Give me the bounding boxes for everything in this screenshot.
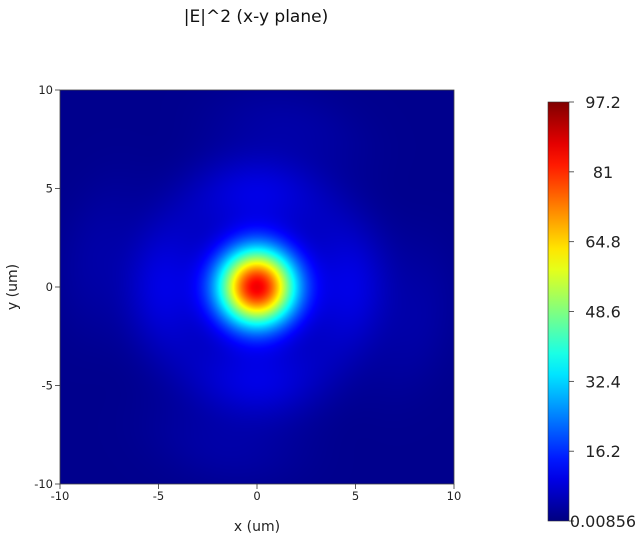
colorbar-bar [547, 101, 570, 522]
y-axis-label: y (um) [5, 264, 21, 310]
colorbar-tick-label: 0.00856 [570, 512, 636, 531]
x-tick-label: 10 [447, 489, 462, 503]
y-tick-label: 10 [38, 83, 53, 97]
x-tick-label: -5 [153, 489, 164, 503]
x-tick-label: -10 [51, 489, 70, 503]
x-tick-label: 5 [352, 489, 359, 503]
colorbar-tick-label: 64.8 [585, 233, 621, 252]
colorbar-tick-label: 32.4 [585, 372, 621, 391]
y-tick-label: 0 [46, 280, 53, 294]
x-axis-ticks: -10 -5 0 5 10 [51, 484, 462, 503]
x-axis-label: x (um) [234, 519, 280, 535]
colorbar-tick-label: 16.2 [585, 442, 621, 461]
colorbar-tick-label: 48.6 [585, 303, 621, 322]
y-tick-label: 5 [46, 182, 53, 196]
heatmap-canvas-holder [60, 90, 454, 484]
heatmap-plot-area [59, 89, 455, 485]
colorbar-tick-label: 81 [593, 163, 613, 182]
y-tick-label: -5 [42, 379, 53, 393]
colorbar: 97.2 81 64.8 48.6 32.4 16.2 0.00856 [547, 93, 636, 531]
y-tick-label: -10 [34, 477, 53, 491]
y-axis-ticks: -10 -5 0 5 10 [34, 83, 60, 491]
chart-title: |E|^2 (x-y plane) [184, 7, 328, 27]
colorbar-ticks: 97.2 81 64.8 48.6 32.4 16.2 0.00856 [569, 93, 636, 531]
x-tick-label: 0 [253, 489, 260, 503]
heatmap-image [60, 90, 454, 484]
colorbar-tick-label: 97.2 [585, 93, 621, 112]
